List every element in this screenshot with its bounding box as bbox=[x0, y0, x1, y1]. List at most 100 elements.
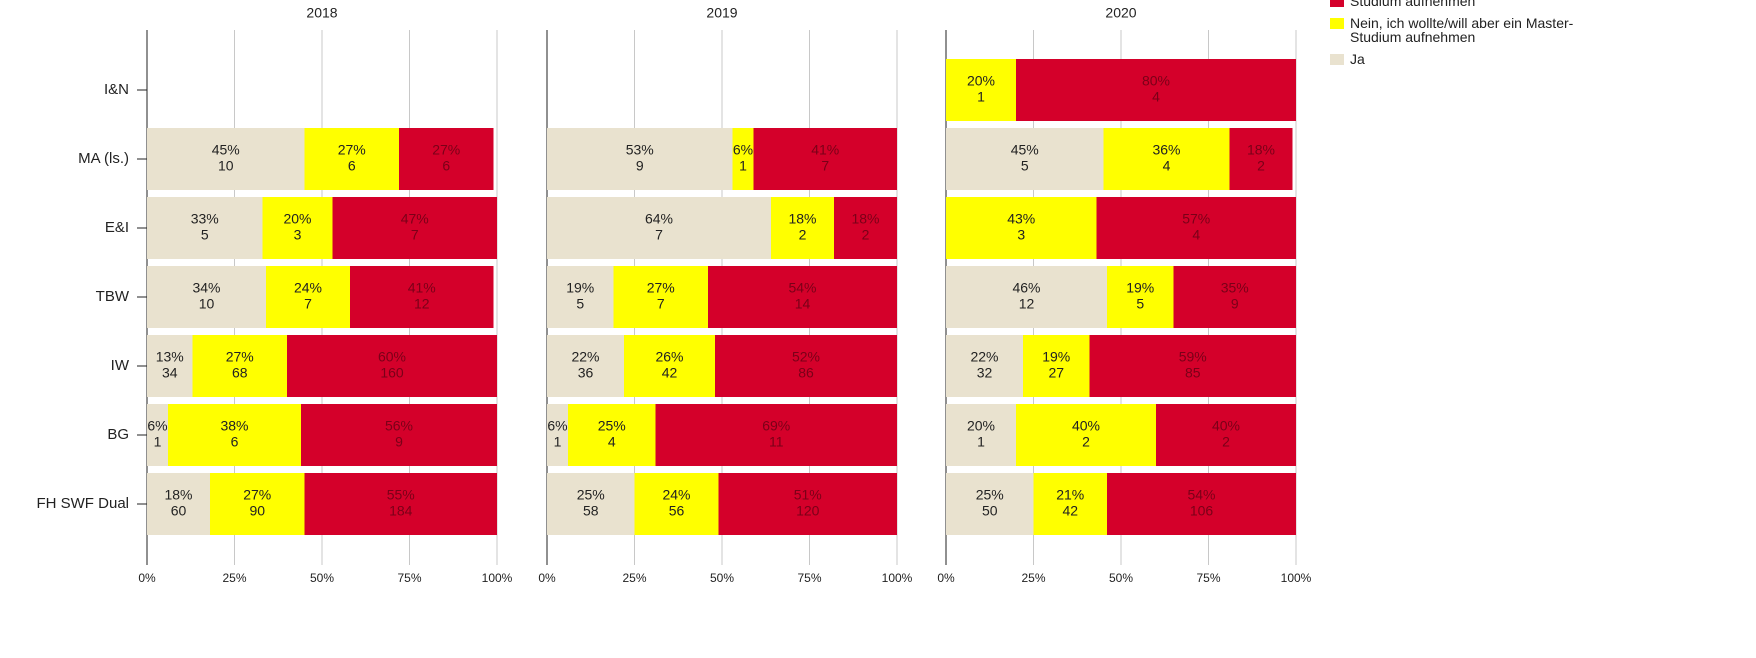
bar-segment bbox=[1023, 335, 1090, 397]
bar-segment bbox=[168, 404, 301, 466]
x-tick-label: 0% bbox=[937, 571, 955, 585]
legend: Studium aufnehmen Nein, ich wollte/will a… bbox=[1330, 0, 1580, 74]
value-label: 27% bbox=[226, 349, 254, 365]
x-tick-label: 50% bbox=[710, 571, 734, 585]
bar-segment bbox=[547, 266, 614, 328]
count-label: 68 bbox=[232, 365, 248, 381]
count-label: 5 bbox=[1136, 296, 1144, 312]
bar-segment bbox=[1107, 266, 1174, 328]
value-label: 46% bbox=[1012, 280, 1040, 296]
legend-swatch bbox=[1330, 18, 1344, 29]
x-tick-label: 50% bbox=[310, 571, 334, 585]
count-label: 12 bbox=[414, 296, 430, 312]
value-label: 21% bbox=[1056, 487, 1084, 503]
count-label: 14 bbox=[795, 296, 811, 312]
bar-segment bbox=[708, 266, 897, 328]
count-label: 120 bbox=[796, 503, 820, 519]
value-label: 27% bbox=[432, 142, 460, 158]
x-tick-label: 75% bbox=[397, 571, 421, 585]
x-tick-label: 0% bbox=[538, 571, 556, 585]
bar-segment bbox=[147, 473, 210, 535]
bar-segment bbox=[547, 335, 624, 397]
count-label: 9 bbox=[395, 434, 403, 450]
count-label: 2 bbox=[1082, 434, 1090, 450]
value-label: 6% bbox=[547, 418, 567, 434]
count-label: 2 bbox=[1257, 158, 1265, 174]
value-label: 18% bbox=[851, 211, 879, 227]
x-tick-label: 25% bbox=[222, 571, 246, 585]
value-label: 40% bbox=[1072, 418, 1100, 434]
count-label: 1 bbox=[977, 434, 985, 450]
value-label: 20% bbox=[967, 73, 995, 89]
count-label: 106 bbox=[1190, 503, 1214, 519]
count-label: 7 bbox=[304, 296, 312, 312]
bar-segment bbox=[266, 266, 350, 328]
count-label: 2 bbox=[1222, 434, 1230, 450]
value-label: 57% bbox=[1182, 211, 1210, 227]
count-label: 7 bbox=[657, 296, 665, 312]
bar-segment bbox=[399, 128, 494, 190]
bar-segment bbox=[1089, 335, 1296, 397]
value-label: 18% bbox=[164, 487, 192, 503]
value-label: 22% bbox=[571, 349, 599, 365]
count-label: 2 bbox=[862, 227, 870, 243]
value-label: 25% bbox=[577, 487, 605, 503]
bar-segment bbox=[946, 128, 1104, 190]
x-tick-label: 100% bbox=[1281, 571, 1312, 585]
value-label: 51% bbox=[794, 487, 822, 503]
panel-title: 2020 bbox=[1105, 5, 1136, 21]
y-tick-label: MA (ls.) bbox=[78, 150, 129, 167]
count-label: 32 bbox=[977, 365, 993, 381]
bar-segment bbox=[262, 197, 333, 259]
count-label: 184 bbox=[389, 503, 413, 519]
count-label: 27 bbox=[1048, 365, 1064, 381]
count-label: 10 bbox=[199, 296, 215, 312]
value-label: 55% bbox=[387, 487, 415, 503]
count-label: 7 bbox=[411, 227, 419, 243]
bar-segment bbox=[1096, 197, 1296, 259]
y-tick-label: BG bbox=[107, 426, 129, 443]
bar-segment bbox=[1229, 128, 1293, 190]
count-label: 11 bbox=[769, 434, 784, 450]
value-label: 64% bbox=[645, 211, 673, 227]
bar-segment bbox=[210, 473, 305, 535]
value-label: 33% bbox=[191, 211, 219, 227]
count-label: 6 bbox=[231, 434, 239, 450]
panel-title: 2018 bbox=[306, 5, 337, 21]
bar-segment bbox=[547, 404, 568, 466]
value-label: 27% bbox=[243, 487, 271, 503]
bar-segment bbox=[715, 335, 897, 397]
count-label: 5 bbox=[576, 296, 584, 312]
legend-label: Studium aufnehmen bbox=[1350, 0, 1476, 9]
x-tick-label: 25% bbox=[622, 571, 646, 585]
value-label: 18% bbox=[1247, 142, 1275, 158]
value-label: 6% bbox=[733, 142, 753, 158]
bar-segment bbox=[147, 404, 168, 466]
bar-segment bbox=[1107, 473, 1296, 535]
legend-label: Ja bbox=[1350, 51, 1365, 67]
value-label: 18% bbox=[788, 211, 816, 227]
value-label: 25% bbox=[976, 487, 1004, 503]
count-label: 2 bbox=[799, 227, 807, 243]
count-label: 160 bbox=[380, 365, 404, 381]
bar-segment bbox=[1103, 128, 1230, 190]
bar-segment bbox=[946, 197, 1097, 259]
value-label: 19% bbox=[1126, 280, 1154, 296]
panel-title: 2019 bbox=[706, 5, 737, 21]
y-tick-label: FH SWF Dual bbox=[36, 495, 129, 512]
count-label: 7 bbox=[655, 227, 663, 243]
value-label: 24% bbox=[294, 280, 322, 296]
count-label: 1 bbox=[977, 89, 985, 105]
bar-segment bbox=[332, 197, 497, 259]
value-label: 27% bbox=[338, 142, 366, 158]
bar-segment bbox=[655, 404, 897, 466]
value-label: 13% bbox=[156, 349, 184, 365]
bar-segment bbox=[771, 197, 834, 259]
bar-segment bbox=[946, 335, 1023, 397]
value-label: 41% bbox=[811, 142, 839, 158]
bar-segment bbox=[732, 128, 754, 190]
y-tick-label: E&I bbox=[105, 219, 129, 236]
bar-segment bbox=[287, 335, 497, 397]
count-label: 86 bbox=[798, 365, 814, 381]
